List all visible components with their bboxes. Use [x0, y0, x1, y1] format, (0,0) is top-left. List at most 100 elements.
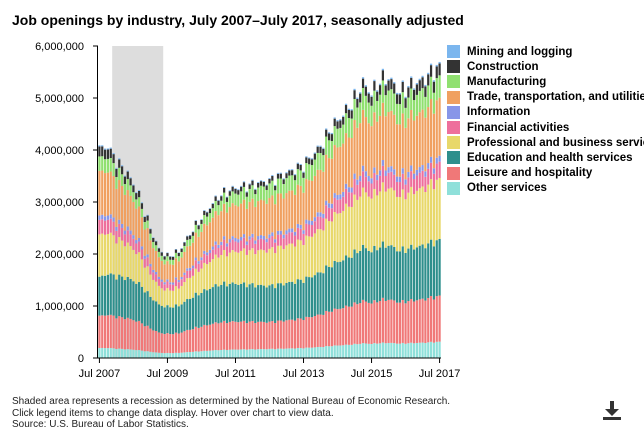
bar-segment[interactable]	[330, 267, 333, 312]
bar-segment[interactable]	[123, 230, 127, 235]
bar-segment[interactable]	[322, 213, 325, 219]
bar-stack[interactable]	[172, 256, 175, 358]
bar-segment[interactable]	[115, 188, 118, 227]
bar-segment[interactable]	[112, 274, 115, 316]
bar-segment[interactable]	[361, 88, 365, 110]
bar-segment[interactable]	[211, 323, 214, 351]
bar-segment[interactable]	[251, 180, 254, 186]
bar-segment[interactable]	[217, 286, 220, 324]
bar-segment[interactable]	[237, 239, 240, 243]
bar-segment[interactable]	[163, 334, 166, 354]
legend-item[interactable]: Education and health services	[447, 150, 643, 165]
bar-segment[interactable]	[194, 351, 197, 358]
bar-segment[interactable]	[395, 196, 399, 252]
bar-segment[interactable]	[344, 133, 348, 184]
bar-segment[interactable]	[200, 223, 203, 232]
bar-segment[interactable]	[421, 170, 424, 187]
bar-segment[interactable]	[356, 179, 359, 185]
bar-segment[interactable]	[404, 179, 407, 185]
bar-segment[interactable]	[282, 285, 285, 322]
bar-stack[interactable]	[203, 210, 206, 358]
bar-segment[interactable]	[177, 282, 180, 289]
bar-segment[interactable]	[356, 304, 359, 345]
bar-segment[interactable]	[248, 239, 251, 251]
bar-segment[interactable]	[310, 165, 314, 181]
bar-segment[interactable]	[404, 127, 407, 180]
bar-segment[interactable]	[106, 219, 110, 234]
bar-segment[interactable]	[174, 249, 178, 253]
bar-segment[interactable]	[231, 282, 234, 322]
bar-stack[interactable]	[350, 109, 353, 358]
bar-stack[interactable]	[109, 147, 112, 358]
bar-segment[interactable]	[177, 288, 180, 307]
bar-segment[interactable]	[330, 134, 333, 142]
bar-segment[interactable]	[245, 241, 248, 245]
bar-segment[interactable]	[308, 224, 311, 237]
bar-stack[interactable]	[115, 167, 118, 358]
bar-segment[interactable]	[183, 274, 186, 283]
bar-segment[interactable]	[174, 279, 178, 287]
bar-segment[interactable]	[120, 166, 124, 175]
bar-segment[interactable]	[191, 275, 195, 298]
bar-segment[interactable]	[214, 241, 217, 245]
bar-segment[interactable]	[245, 192, 248, 197]
bar-segment[interactable]	[157, 279, 161, 286]
bar-segment[interactable]	[353, 302, 356, 344]
bar-segment[interactable]	[129, 234, 132, 247]
bar-stack[interactable]	[279, 172, 282, 358]
bar-stack[interactable]	[330, 132, 333, 358]
bar-segment[interactable]	[296, 163, 299, 170]
bar-segment[interactable]	[129, 246, 132, 279]
bar-segment[interactable]	[265, 238, 268, 243]
bar-segment[interactable]	[200, 231, 203, 258]
bar-segment[interactable]	[342, 196, 345, 211]
bar-stack[interactable]	[398, 93, 401, 358]
bar-segment[interactable]	[398, 176, 401, 183]
bar-segment[interactable]	[288, 169, 291, 171]
bar-segment[interactable]	[262, 239, 265, 251]
bar-segment[interactable]	[248, 349, 251, 358]
bar-segment[interactable]	[319, 212, 322, 217]
bar-segment[interactable]	[177, 280, 180, 283]
bar-segment[interactable]	[211, 208, 214, 218]
bar-segment[interactable]	[310, 180, 314, 221]
bar-segment[interactable]	[347, 118, 350, 138]
bar-segment[interactable]	[206, 325, 209, 351]
bar-segment[interactable]	[276, 172, 280, 174]
bar-segment[interactable]	[126, 317, 129, 350]
bar-segment[interactable]	[149, 266, 152, 275]
bar-segment[interactable]	[140, 208, 144, 218]
bar-segment[interactable]	[401, 81, 404, 93]
bar-segment[interactable]	[160, 288, 163, 306]
bar-segment[interactable]	[157, 304, 161, 333]
bar-segment[interactable]	[166, 261, 169, 280]
bar-segment[interactable]	[259, 235, 263, 239]
bar-segment[interactable]	[282, 198, 285, 235]
bar-stack[interactable]	[189, 234, 192, 358]
bar-segment[interactable]	[225, 197, 229, 202]
bar-segment[interactable]	[373, 300, 376, 344]
bar-stack[interactable]	[231, 185, 234, 358]
bar-segment[interactable]	[293, 194, 297, 232]
bar-segment[interactable]	[415, 342, 419, 358]
bar-segment[interactable]	[109, 232, 112, 274]
bar-segment[interactable]	[395, 103, 399, 125]
bar-stack[interactable]	[401, 80, 404, 358]
bar-segment[interactable]	[214, 211, 217, 242]
bar-segment[interactable]	[404, 184, 407, 200]
bar-segment[interactable]	[174, 352, 178, 358]
bar-segment[interactable]	[438, 63, 441, 76]
bar-segment[interactable]	[299, 164, 302, 171]
bar-segment[interactable]	[424, 84, 427, 87]
bar-segment[interactable]	[265, 287, 268, 323]
bar-segment[interactable]	[344, 188, 348, 204]
bar-segment[interactable]	[299, 279, 302, 319]
bar-segment[interactable]	[208, 222, 212, 250]
bar-segment[interactable]	[291, 232, 294, 244]
bar-segment[interactable]	[381, 165, 384, 183]
bar-segment[interactable]	[152, 300, 155, 331]
bar-segment[interactable]	[350, 257, 353, 307]
bar-segment[interactable]	[103, 234, 107, 276]
bar-segment[interactable]	[435, 296, 438, 342]
bar-segment[interactable]	[333, 145, 336, 194]
